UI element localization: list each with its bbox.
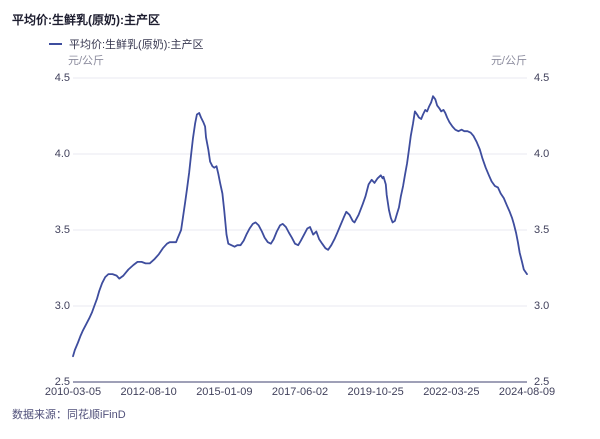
x-axis-label: 2019-10-25 [347,386,404,398]
y-axis-label-right: 3.5 [534,224,550,236]
y-axis-label-right: 3.0 [534,300,550,312]
y-axis-label-right: 4.0 [534,148,550,160]
y-axis-label-left: 4.0 [54,148,70,160]
legend: 平均价:生鲜乳(原奶):主产区 [49,36,203,52]
data-source: 数据来源：同花顺iFinD [12,409,126,421]
y-axis-label-right: 2.5 [534,376,550,388]
x-axis-label: 2010-03-05 [44,386,102,398]
price-series-line [72,95,528,358]
chart-title: 平均价:生鲜乳(原奶):主产区 [12,13,160,27]
y-axis-label-left: 2.5 [54,376,70,388]
legend-line-swatch [49,43,62,45]
y-axis-unit-right: 元/公斤 [490,55,527,67]
x-axis-label: 2015-01-09 [196,386,253,398]
x-axis-label: 2012-08-10 [120,386,177,398]
y-axis-label-right: 4.5 [534,72,550,84]
x-axis-label: 2022-03-25 [423,386,480,398]
y-axis-label-left: 3.5 [54,224,70,236]
y-axis-unit-left: 元/公斤 [68,55,105,67]
y-axis-label-left: 3.0 [54,300,70,312]
x-axis-label: 2024-08-09 [498,386,556,398]
y-axis-label-left: 4.5 [54,72,70,84]
legend-label: 平均价:生鲜乳(原奶):主产区 [69,39,204,51]
x-axis-label: 2017-06-02 [271,386,329,398]
